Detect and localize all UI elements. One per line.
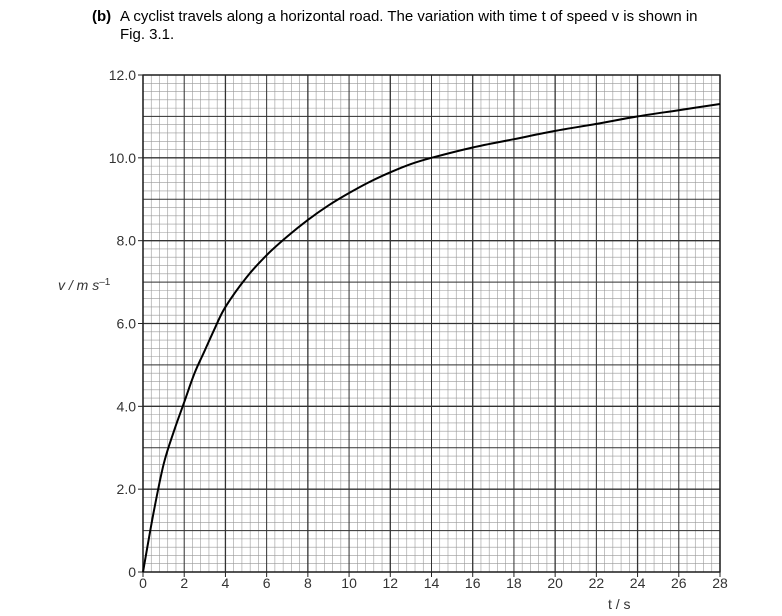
- x-tick-label: 26: [671, 575, 687, 591]
- x-tick-labels: 0 2 4 6 8 10 12 14 16 18 20 22 24 26 28: [139, 572, 728, 591]
- x-tick-label: 6: [263, 575, 271, 591]
- x-tick-label: 0: [139, 575, 147, 591]
- question-text: (b) A cyclist travels along a horizontal …: [92, 8, 772, 44]
- x-tick-label: 10: [341, 575, 357, 591]
- x-tick-label: 18: [506, 575, 522, 591]
- x-tick-label: 16: [465, 575, 481, 591]
- question-line-1: (b) A cyclist travels along a horizontal …: [92, 8, 772, 26]
- y-tick-label: 6.0: [117, 316, 137, 332]
- y-tick-label: 4.0: [117, 398, 137, 414]
- y-axis-label: v / m s–1: [58, 277, 111, 294]
- y-tick-label: 2.0: [117, 481, 137, 497]
- question-line-2: Fig. 3.1.: [120, 26, 175, 43]
- x-tick-label: 8: [304, 575, 312, 591]
- x-tick-label: 22: [589, 575, 605, 591]
- x-tick-label: 4: [222, 575, 230, 591]
- y-tick-labels: 0 2.0 4.0 6.0 8.0 10.0 12.0: [109, 67, 143, 580]
- x-tick-label: 24: [630, 575, 646, 591]
- speed-curve: [142, 103, 721, 573]
- x-tick-label: 2: [180, 575, 188, 591]
- y-tick-label: 8.0: [117, 233, 137, 249]
- y-tick-label: 10.0: [109, 150, 136, 166]
- x-tick-label: 28: [712, 575, 728, 591]
- x-tick-label: 12: [382, 575, 398, 591]
- y-axis-label-superscript: –1: [99, 277, 111, 288]
- part-label: (b): [92, 8, 112, 25]
- question-body: A cyclist travels along a horizontal roa…: [120, 8, 698, 25]
- x-tick-label: 20: [547, 575, 563, 591]
- y-tick-label: 12.0: [109, 67, 136, 83]
- y-tick-label: 0: [128, 564, 136, 580]
- x-tick-label: 14: [424, 575, 440, 591]
- x-axis-label: t / s: [608, 596, 631, 612]
